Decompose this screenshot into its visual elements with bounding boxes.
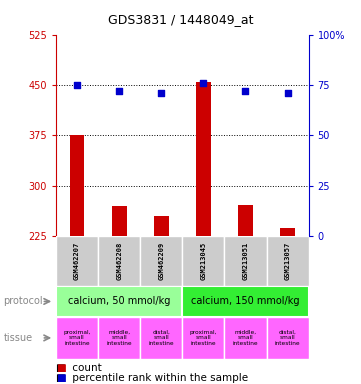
Bar — [98, 317, 140, 359]
Point — [200, 80, 206, 86]
Text: middle,
small
intestine: middle, small intestine — [106, 329, 132, 346]
Bar — [56, 236, 98, 286]
Text: protocol: protocol — [4, 296, 43, 306]
Bar — [140, 236, 182, 286]
Text: distal,
small
intestine: distal, small intestine — [148, 329, 174, 346]
Bar — [182, 286, 309, 317]
Point — [243, 88, 248, 94]
Point — [285, 90, 291, 96]
Bar — [280, 228, 295, 236]
Text: ■: ■ — [56, 363, 66, 373]
Text: GSM213045: GSM213045 — [200, 242, 206, 280]
Bar — [112, 206, 126, 236]
Text: calcium, 150 mmol/kg: calcium, 150 mmol/kg — [191, 296, 300, 306]
Bar — [225, 236, 266, 286]
Bar — [98, 236, 140, 286]
Bar — [266, 236, 309, 286]
Bar — [70, 136, 84, 236]
Text: calcium, 50 mmol/kg: calcium, 50 mmol/kg — [68, 296, 170, 306]
Text: tissue: tissue — [4, 333, 33, 343]
Bar — [56, 286, 182, 317]
Text: middle,
small
intestine: middle, small intestine — [233, 329, 258, 346]
Text: GDS3831 / 1448049_at: GDS3831 / 1448049_at — [108, 13, 253, 26]
Bar — [140, 317, 182, 359]
Point — [158, 90, 164, 96]
Bar — [196, 82, 211, 236]
Point — [74, 82, 80, 88]
Text: GSM462207: GSM462207 — [74, 242, 80, 280]
Text: proximal,
small
intestine: proximal, small intestine — [63, 329, 91, 346]
Bar — [182, 236, 225, 286]
Bar — [266, 317, 309, 359]
Text: ■  percentile rank within the sample: ■ percentile rank within the sample — [56, 373, 248, 383]
Text: GSM213051: GSM213051 — [243, 242, 248, 280]
Bar — [182, 317, 225, 359]
Bar — [238, 205, 253, 236]
Bar — [225, 317, 266, 359]
Point — [116, 88, 122, 94]
Text: GSM462209: GSM462209 — [158, 242, 164, 280]
Bar — [154, 216, 169, 236]
Text: GSM462208: GSM462208 — [116, 242, 122, 280]
Text: ■  count: ■ count — [56, 363, 102, 373]
Bar — [56, 317, 98, 359]
Text: distal,
small
intestine: distal, small intestine — [275, 329, 300, 346]
Text: proximal,
small
intestine: proximal, small intestine — [190, 329, 217, 346]
Text: GSM213057: GSM213057 — [284, 242, 291, 280]
Text: ■: ■ — [56, 373, 66, 383]
